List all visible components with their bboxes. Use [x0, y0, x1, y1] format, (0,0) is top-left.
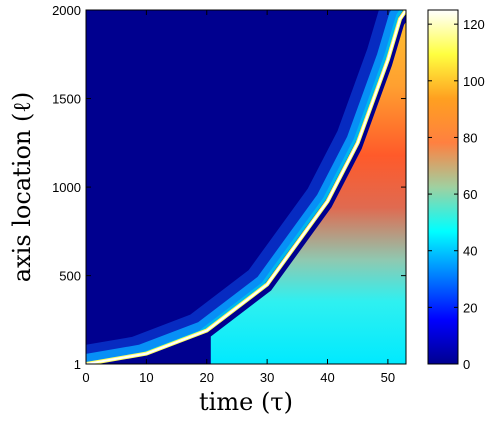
y-tick-label-4: 2000 — [52, 3, 81, 18]
heatmap-region-behind-front — [210, 21, 406, 364]
x-axis-title: time (τ) — [199, 388, 293, 416]
x-tick-label-5: 50 — [381, 370, 395, 385]
y-axis-title: axis location (ℓ) — [8, 92, 36, 282]
colorbar — [427, 9, 459, 365]
x-tick-label-2: 20 — [200, 370, 214, 385]
colorbar-tick-label-0: 0 — [463, 357, 470, 372]
colorbar-ticks: 0 20 40 60 80 100 120 — [428, 17, 485, 372]
x-tick-label-3: 30 — [260, 370, 274, 385]
heatmap-cyan-band — [86, 10, 404, 364]
heatmap-blue-band — [86, 10, 400, 364]
y-tick-label-1: 500 — [59, 269, 81, 284]
x-tick-label-1: 10 — [139, 370, 153, 385]
colorbar-tick-label-2: 40 — [463, 244, 477, 259]
x-axis-ticks: 0 10 20 30 40 50 — [82, 10, 395, 385]
colorbar-tick-label-3: 60 — [463, 187, 477, 202]
y-tick-label-2: 1000 — [52, 180, 81, 195]
y-tick-label-0: 1 — [74, 357, 81, 372]
colorbar-tick-label-5: 100 — [463, 74, 485, 89]
colorbar-tick-label-6: 120 — [463, 17, 485, 32]
x-tick-label-0: 0 — [82, 370, 89, 385]
colorbar-tick-label-1: 20 — [463, 300, 477, 315]
plot-area — [86, 10, 406, 364]
colorbar-tick-label-4: 80 — [463, 130, 477, 145]
heatmap-front-core — [86, 10, 406, 364]
y-tick-label-3: 1500 — [52, 92, 81, 107]
x-tick-label-4: 40 — [320, 370, 334, 385]
